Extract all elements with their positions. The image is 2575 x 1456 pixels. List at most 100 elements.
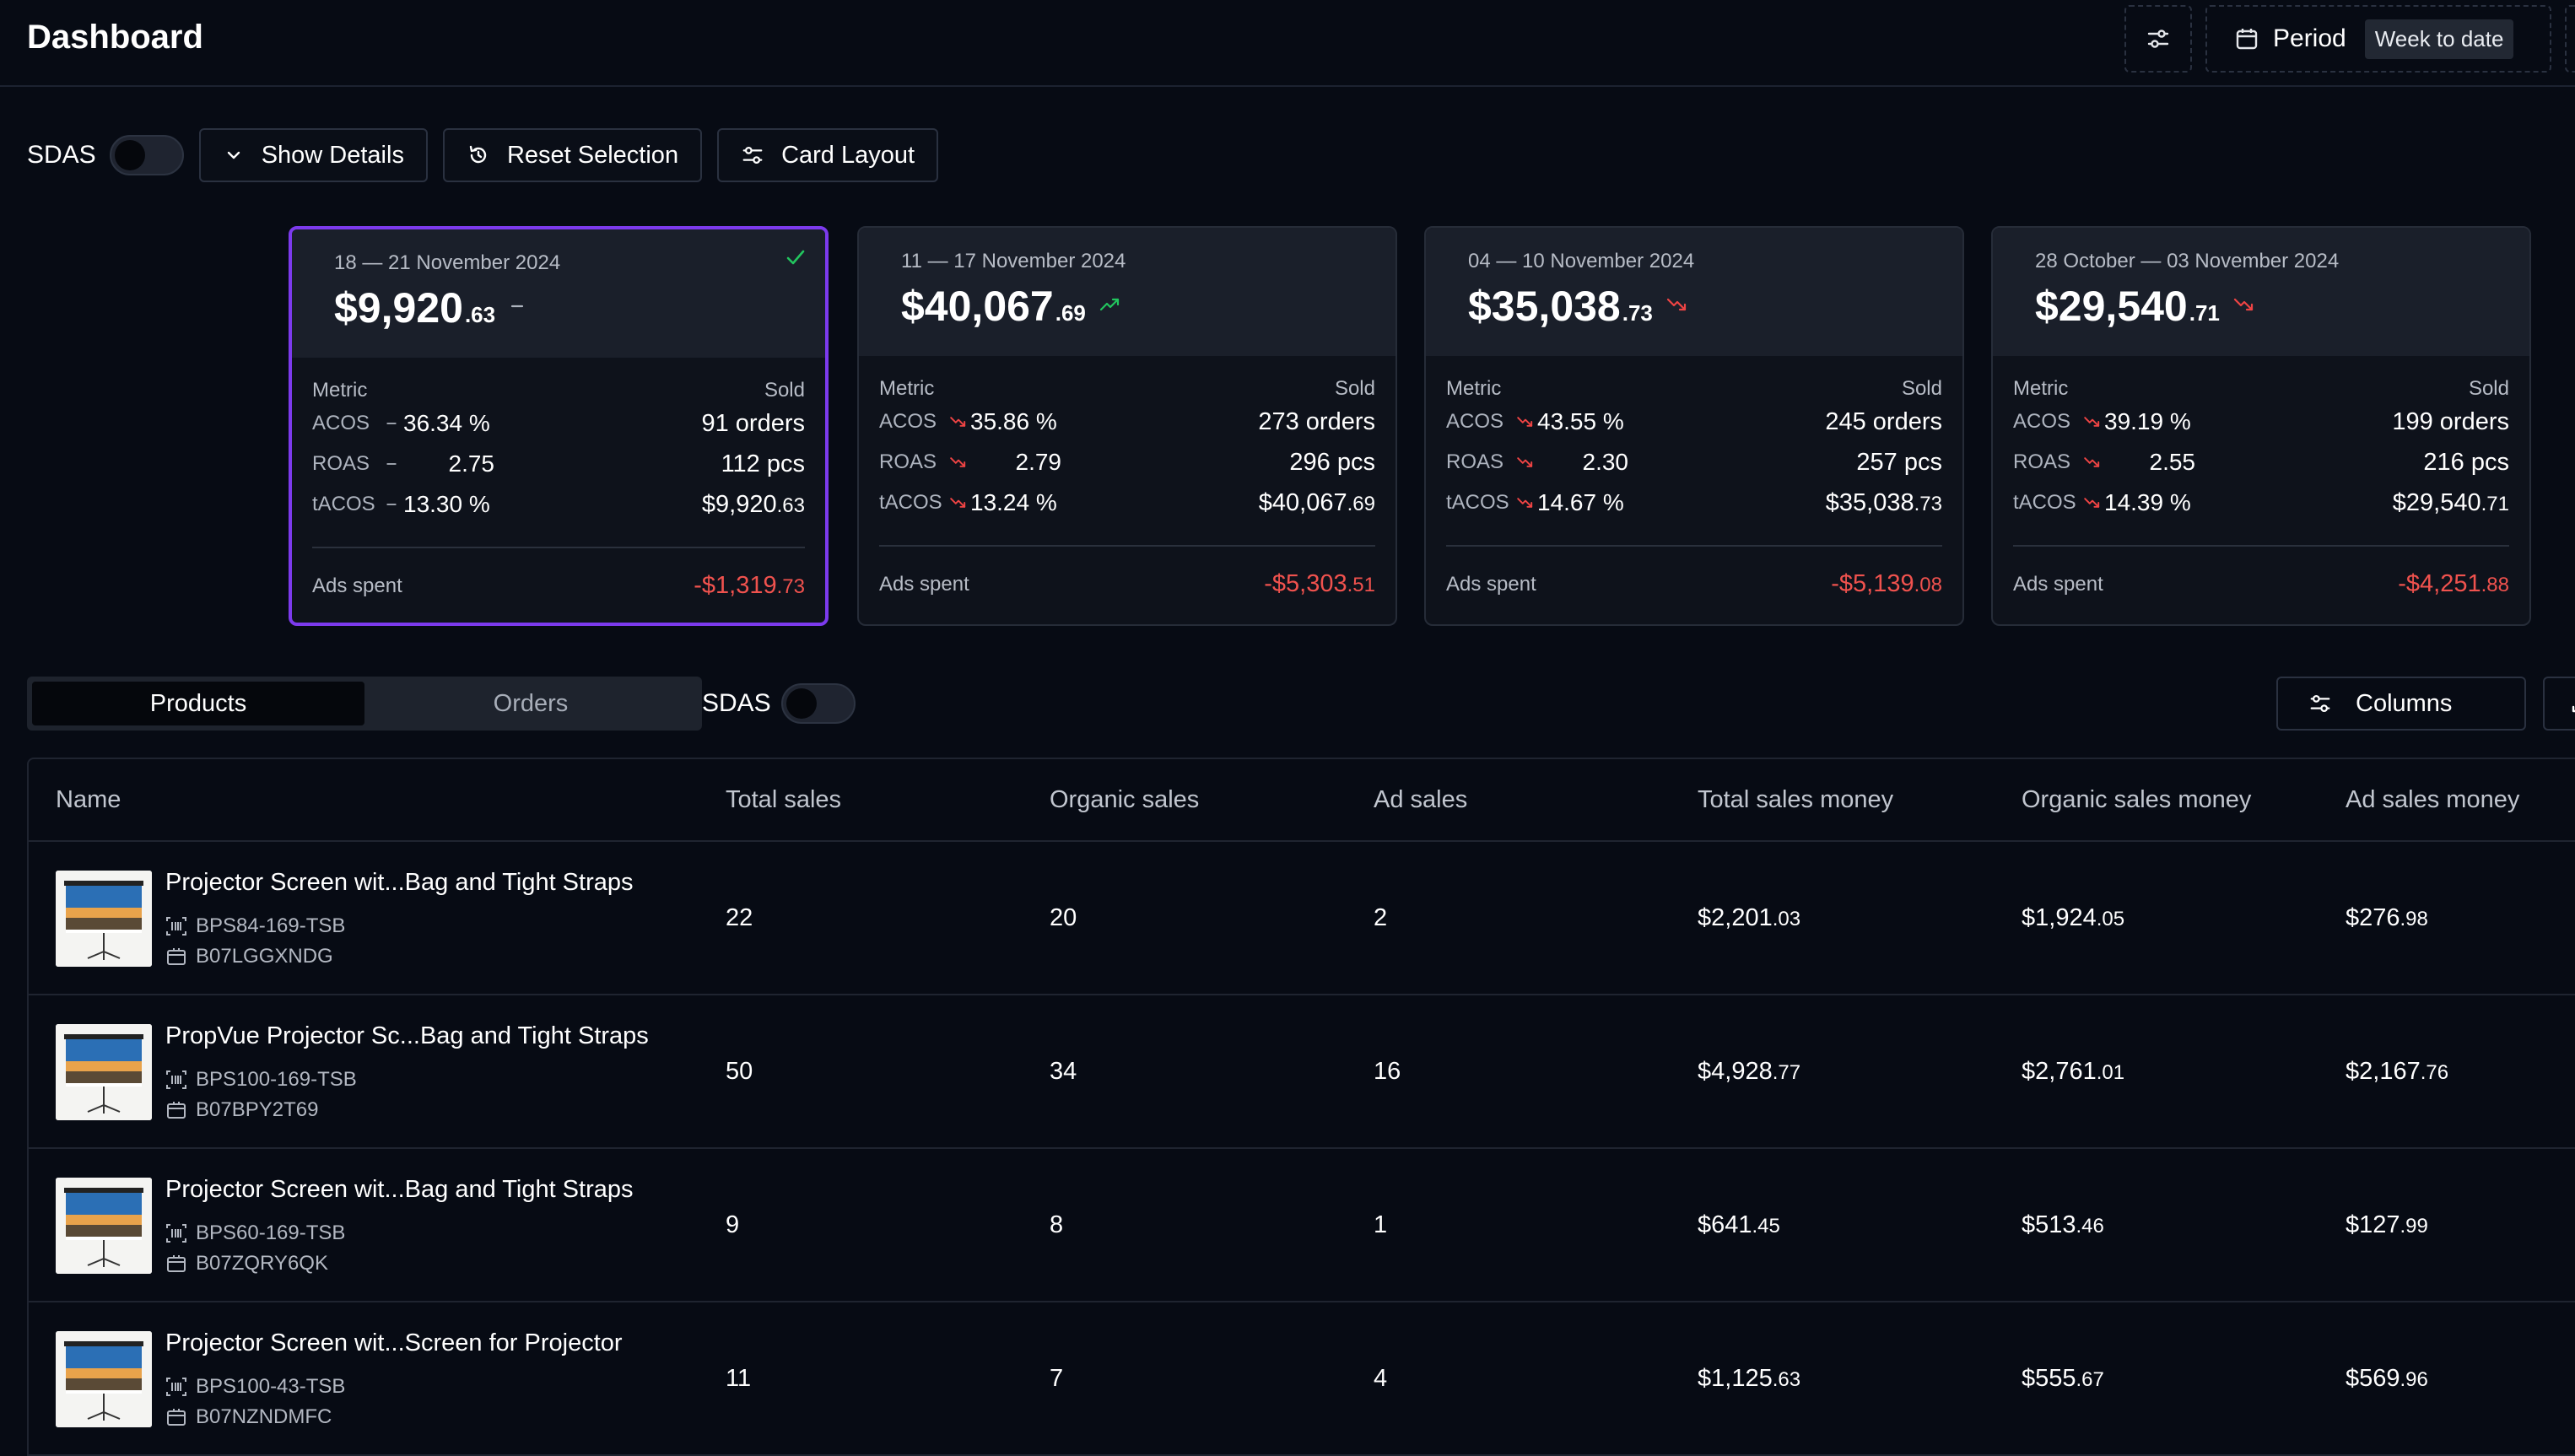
sliders-icon <box>741 143 764 167</box>
product-name[interactable]: Projector Screen wit...Screen for Projec… <box>165 1329 623 1356</box>
barcode-icon <box>165 1070 187 1090</box>
table-row[interactable]: PropVue Projector Sc...Bag and Tight Str… <box>29 995 2575 1149</box>
table-sdas-label: SDAS <box>702 689 771 717</box>
organic-sales-money-cell: $2,761.01 <box>2022 1058 2124 1086</box>
barcode-icon <box>165 1377 187 1397</box>
period-card-header: 18 — 21 November 2024 $9,920.63 <box>292 229 825 358</box>
products-table: Name Total sales Organic sales Ad sales … <box>27 758 2575 1456</box>
total-money-cents: .03 <box>1772 908 1801 930</box>
organic-money-amount: $1,924 <box>2022 904 2097 931</box>
export-button[interactable]: E <box>2543 677 2575 731</box>
ad-money-amount: $276 <box>2346 904 2400 931</box>
period-card-header: 04 — 10 November 2024 $35,038.73 <box>1426 228 1962 356</box>
asin-value: B07NZNDMFC <box>196 1405 332 1428</box>
organic-sales-money-cell: $513.46 <box>2022 1211 2104 1239</box>
total-sales-cell: 22 <box>726 904 753 931</box>
organic-sales-money-cell: $555.67 <box>2022 1365 2104 1393</box>
header-overflow-button[interactable] <box>2565 5 2575 73</box>
acos-label: ACOS <box>1446 410 1504 433</box>
total-sales-money-cell: $1,125.63 <box>1698 1365 1800 1393</box>
organic-sales-cell: 20 <box>1050 904 1077 931</box>
period-card[interactable]: 18 — 21 November 2024 $9,920.63 Metric Sold… <box>289 226 829 626</box>
ads-spent-cents: .51 <box>1347 574 1375 596</box>
product-sku: BPS84-169-TSB <box>165 914 345 938</box>
organic-money-amount: $555 <box>2022 1365 2076 1392</box>
table-row[interactable]: Projector Screen wit...Bag and Tight Str… <box>29 1149 2575 1302</box>
card-layout-button[interactable]: Card Layout <box>717 128 939 182</box>
period-card[interactable]: 28 October — 03 November 2024 $29,540.71 M… <box>1991 226 2531 626</box>
column-header-ad-sales-money[interactable]: Ad sales money <box>2346 786 2520 813</box>
total-money-amount: $2,201 <box>1698 904 1773 931</box>
period-range: 28 October — 03 November 2024 <box>2035 250 2340 272</box>
tab-orders[interactable]: Orders <box>493 689 569 717</box>
product-sku: BPS60-169-TSB <box>165 1221 345 1245</box>
column-header-organic-sales[interactable]: Organic sales <box>1050 786 1200 813</box>
product-name[interactable]: Projector Screen wit...Bag and Tight Str… <box>165 869 634 896</box>
pcs-count: 257 pcs <box>1856 448 1942 476</box>
ad-sales-money-cell: $569.96 <box>2346 1365 2428 1393</box>
period-total-cents: .69 <box>1055 300 1086 326</box>
organic-sales-money-cell: $1,924.05 <box>2022 904 2124 932</box>
tab-products[interactable]: Products <box>32 682 364 725</box>
column-header-organic-sales-money[interactable]: Organic sales money <box>2022 786 2252 813</box>
organic-sales-cell: 7 <box>1050 1365 1064 1392</box>
divider <box>312 547 805 548</box>
box-icon <box>165 1254 187 1274</box>
sold-money-amount: $35,038 <box>1825 488 1914 516</box>
ad-sales-money-cell: $2,167.76 <box>2346 1058 2448 1086</box>
trend-down-icon <box>1516 456 1535 469</box>
period-range: 11 — 17 November 2024 <box>901 250 1126 272</box>
roas-label: ROAS <box>879 450 937 473</box>
table-row[interactable]: Projector Screen wit...Screen for Projec… <box>29 1302 2575 1456</box>
table-sdas-toggle[interactable] <box>780 683 856 724</box>
column-header-total-sales-money[interactable]: Total sales money <box>1698 786 1894 813</box>
organic-money-cents: .01 <box>2096 1061 2125 1084</box>
total-sales-cell: 11 <box>726 1365 752 1392</box>
reset-selection-button[interactable]: Reset Selection <box>442 128 703 182</box>
tacos-value: 14.67 % <box>1537 489 1624 515</box>
tacos-value: 14.39 % <box>2104 489 2191 515</box>
ads-spent-label: Ads spent <box>312 574 402 597</box>
table-row[interactable]: Projector Screen wit...Bag and Tight Str… <box>29 842 2575 995</box>
product-sku: BPS100-43-TSB <box>165 1375 345 1399</box>
sold-header: Sold <box>764 379 805 402</box>
period-card[interactable]: 04 — 10 November 2024 $35,038.73 Metric Sol… <box>1424 226 1964 626</box>
orders-count: 273 orders <box>1258 407 1375 435</box>
sdas-toggle-label: SDAS <box>27 141 96 169</box>
reset-selection-label: Reset Selection <box>506 141 679 169</box>
ads-spent-label: Ads spent <box>1446 572 1536 596</box>
product-name[interactable]: PropVue Projector Sc...Bag and Tight Str… <box>165 1022 649 1049</box>
product-asin: B07BPY2T69 <box>165 1098 318 1122</box>
orders-count: 199 orders <box>2392 407 2509 435</box>
ads-spent-cents: .73 <box>776 575 805 598</box>
filter-button[interactable] <box>2124 5 2192 73</box>
period-card-header: 11 — 17 November 2024 $40,067.69 <box>859 228 1395 356</box>
ad-money-amount: $127 <box>2346 1211 2400 1238</box>
period-card-body: Metric Sold ACOS 43.55 % 245 orders ROAS 2.30 2… <box>1426 356 1962 598</box>
calendar-icon <box>2234 26 2259 51</box>
card-layout-label: Card Layout <box>781 141 915 169</box>
organic-money-cents: .05 <box>2096 908 2125 930</box>
sold-money-cents: .73 <box>1914 492 1942 515</box>
sku-value: BPS100-43-TSB <box>196 1375 346 1398</box>
sold-header: Sold <box>1334 377 1375 400</box>
total-money-cents: .77 <box>1772 1061 1801 1084</box>
sold-money-amount: $9,920 <box>701 490 777 518</box>
total-money-cents: .45 <box>1752 1215 1780 1238</box>
column-header-total-sales[interactable]: Total sales <box>726 786 842 813</box>
roas-label: ROAS <box>2013 450 2071 473</box>
sku-value: BPS84-169-TSB <box>196 914 346 937</box>
column-header-ad-sales[interactable]: Ad sales <box>1374 786 1468 813</box>
show-details-label: Show Details <box>261 141 404 169</box>
column-header-name[interactable]: Name <box>56 786 121 813</box>
columns-button[interactable]: Columns <box>2276 677 2526 731</box>
total-money-amount: $641 <box>1698 1211 1752 1238</box>
show-details-button[interactable]: Show Details <box>198 128 428 182</box>
metric-header: Metric <box>312 379 368 402</box>
period-card[interactable]: 11 — 17 November 2024 $40,067.69 Metric Sol… <box>857 226 1397 626</box>
period-selector[interactable]: Period Week to date <box>2205 5 2551 73</box>
acos-value: 39.19 % <box>2104 408 2191 434</box>
period-total-amount: $9,920 <box>334 284 463 332</box>
product-name[interactable]: Projector Screen wit...Bag and Tight Str… <box>165 1176 634 1203</box>
sdas-toggle[interactable] <box>109 135 184 175</box>
